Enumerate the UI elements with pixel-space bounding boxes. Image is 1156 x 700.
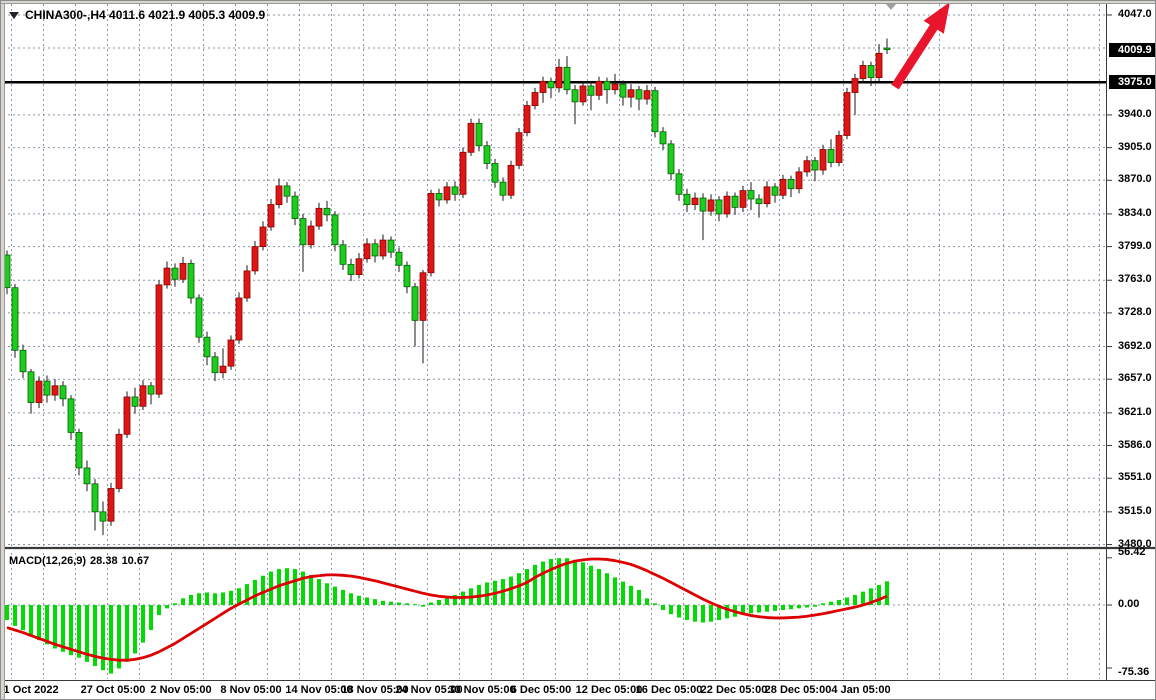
time-tick-label: 30 Nov 05:00 [448,684,516,696]
price-tick-label: 3728.0 [1118,305,1152,318]
window-left-frame [1,1,5,699]
candlestick-series [3,38,891,536]
price-scale[interactable]: 4047.0 3940.0 3905.0 3870.0 3834.0 3799.0 3763… [1108,1,1155,681]
macd-name-label: MACD(12,26,9) [9,555,87,567]
bar-shift-marker-icon [885,3,897,10]
price-tick-label: 3763.0 [1118,273,1152,286]
time-tick-label: 27 Oct 05:00 [80,684,146,696]
price-tick-label: 3692.0 [1118,339,1152,352]
window-top-frame [1,1,1155,4]
time-tick-label: 6 Dec 05:00 [510,684,572,696]
price-tick-label: 3480.0 [1118,537,1152,550]
bid-price-label: 4009.9 [1109,42,1155,57]
price-tick-label: 3870.0 [1118,173,1152,186]
time-tick-label: 8 Nov 05:00 [220,684,282,696]
macd-tick-label: -75.36 [1118,666,1150,678]
time-tick-label: 24 Nov 05:00 [395,684,463,696]
price-tick-label: 3799.0 [1118,239,1152,252]
price-tick-label: 4047.0 [1118,8,1152,20]
time-tick-label: 12 Dec 05:00 [575,684,643,696]
time-tick-label: 28 Dec 05:00 [764,684,832,696]
macd-tick-label: 0.00 [1118,598,1140,610]
time-tick-label: 22 Dec 05:00 [700,684,768,696]
chart-title: CHINA300-,H4 4011.6 4021.9 4005.3 4009.9 [9,8,265,22]
hline-price-label: 3975.0 [1109,75,1155,90]
macd-signal-value-label: 10.67 [121,555,150,567]
macd-tick-label: 56.42 [1118,545,1146,558]
symbol-dropdown-icon[interactable] [9,12,19,20]
symbol-period-label: CHINA300-,H4 [25,8,106,22]
trend-arrow-annotation[interactable] [891,2,950,90]
price-tick-label: 3905.0 [1118,140,1152,153]
time-tick-label: 18 Nov 05:00 [341,684,409,696]
price-tick-label: 3657.0 [1118,372,1152,385]
time-tick-label: 2 Nov 05:00 [150,684,212,696]
panel-splitter[interactable] [1,547,1155,551]
time-tick-label: 16 Dec 05:00 [635,684,703,696]
price-tick-label: 3621.0 [1118,405,1152,418]
ohlc-values-label: 4011.6 4021.9 4005.3 4009.9 [109,8,266,22]
macd-indicator-label: MACD(12,26,9) 28.38 10.67 [9,555,153,567]
price-tick-label: 3834.0 [1118,206,1152,219]
time-scale[interactable]: 21 Oct 2022 27 Oct 05:00 2 Nov 05:00 8 Nov … [0,681,1155,699]
macd-value-label: 28.38 [90,555,118,567]
panel-borders [1,3,1155,684]
price-tick-label: 3940.0 [1118,107,1152,120]
time-tick-label: 4 Jan 05:00 [831,684,891,696]
price-tick-label: 3586.0 [1118,438,1152,451]
time-tick-label: 21 Oct 2022 [0,684,59,696]
gridlines [3,4,1106,679]
time-tick-label: 14 Nov 05:00 [285,684,353,696]
macd-signal-line [6,557,888,662]
price-tick-label: 3515.0 [1118,504,1152,517]
price-tick-label: 3551.0 [1118,471,1152,484]
